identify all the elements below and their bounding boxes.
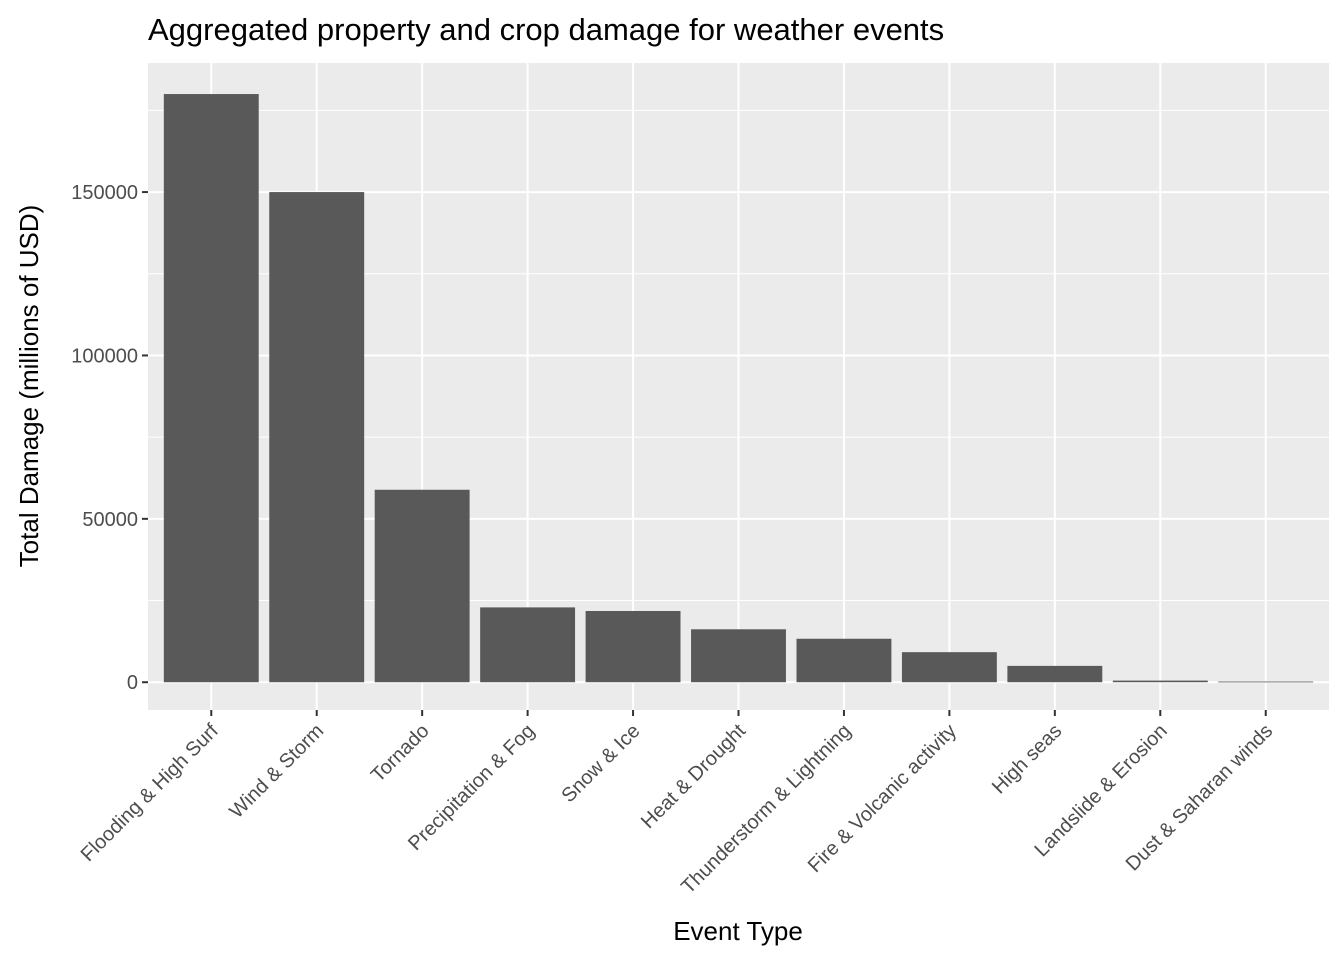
y-tick-label: 0 [127,672,138,694]
bar [163,94,259,683]
bar [269,192,365,683]
y-axis-title: Total Damage (millions of USD) [14,205,44,568]
y-tick-label: 150000 [71,182,138,204]
bar [901,652,997,683]
bars [163,94,1314,683]
y-tick-label: 50000 [82,509,138,531]
bar [1112,680,1208,683]
bar [374,489,470,683]
bar [1218,681,1314,683]
bar [480,607,576,683]
bar [585,610,681,683]
chart-title: Aggregated property and crop damage for … [148,12,944,47]
bar [691,629,786,683]
y-axis: 0 50000 100000 150000 [71,182,148,694]
bar [1007,665,1103,683]
bar [796,638,892,683]
y-tick-label: 100000 [71,345,138,367]
x-axis-title: Event Type [673,916,803,946]
